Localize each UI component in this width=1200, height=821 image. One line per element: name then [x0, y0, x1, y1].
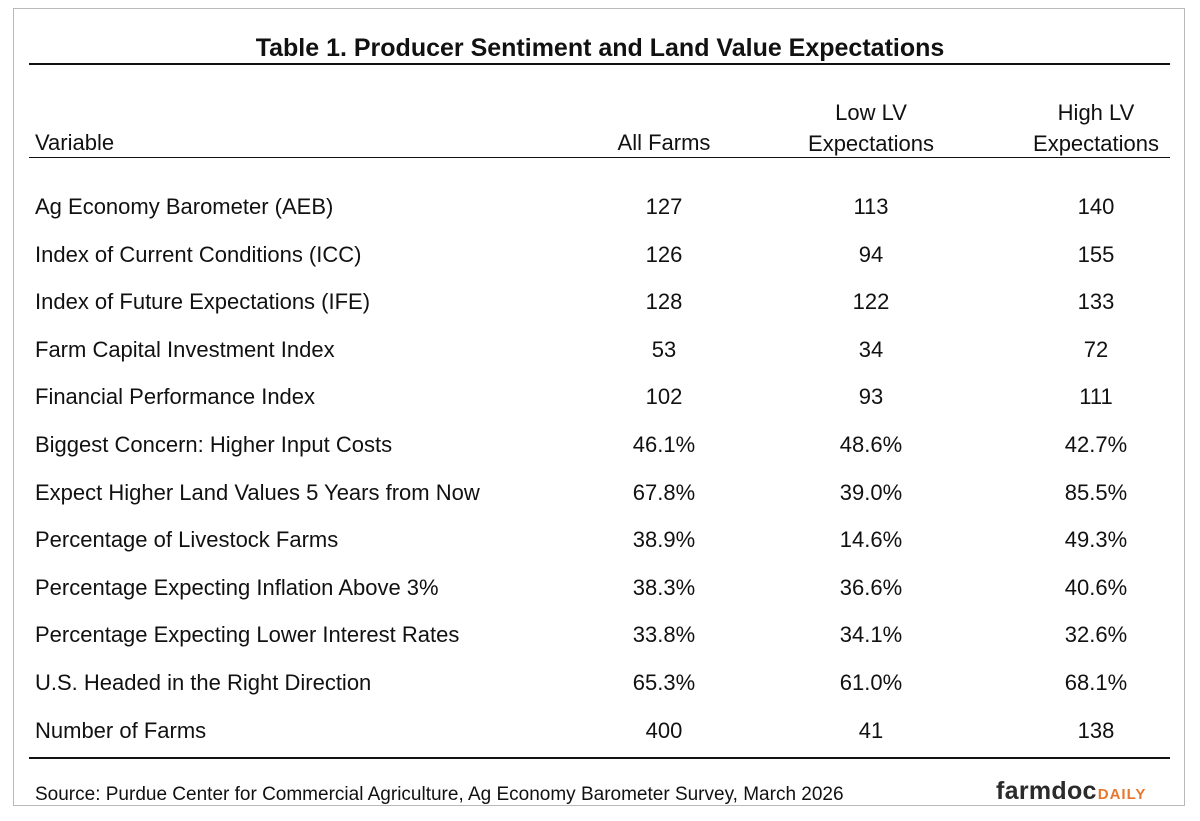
cell-low-lv: 61.0%	[839, 669, 903, 695]
header-high-lv: High LV Expectations	[976, 97, 1200, 159]
header-rule	[29, 157, 1170, 158]
table-row: Index of Future Expectations (IFE) 128 1…	[0, 278, 1200, 326]
row-label: Number of Farms	[35, 717, 207, 743]
table-row: Number of Farms 400 41 138	[0, 707, 1200, 755]
header-high-lv-line1: High LV	[1057, 100, 1135, 125]
table-row: Percentage of Livestock Farms 38.9% 14.6…	[0, 516, 1200, 564]
cell-all-farms: 127	[645, 194, 683, 219]
cell-high-lv: 85.5%	[1064, 479, 1128, 505]
table-body: Ag Economy Barometer (AEB) 127 113 140 I…	[0, 183, 1200, 754]
row-label: Biggest Concern: Higher Input Costs	[35, 431, 393, 457]
header-all-farms: All Farms	[617, 130, 711, 155]
cell-all-farms: 102	[645, 384, 683, 410]
cell-all-farms: 46.1%	[632, 431, 696, 457]
cell-high-lv: 133	[1077, 289, 1115, 315]
table-row: U.S. Headed in the Right Direction 65.3%…	[0, 659, 1200, 707]
cell-low-lv: 48.6%	[839, 431, 903, 457]
cell-low-lv: 34.1%	[839, 622, 903, 648]
header-low-lv-line1: Low LV	[835, 100, 907, 125]
top-rule	[29, 63, 1170, 65]
cell-high-lv: 68.1%	[1064, 669, 1128, 695]
cell-all-farms: 400	[645, 717, 683, 743]
cell-high-lv: 49.3%	[1064, 527, 1128, 553]
row-label: Index of Future Expectations (IFE)	[35, 289, 371, 315]
row-label: Index of Current Conditions (ICC)	[35, 241, 362, 267]
cell-low-lv: 14.6%	[839, 527, 903, 553]
logo-word: farmdoc	[996, 777, 1097, 805]
farmdoc-daily-logo: farmdocDAILY	[996, 775, 1146, 811]
table-row: Index of Current Conditions (ICC) 126 94…	[0, 231, 1200, 279]
cell-all-farms: 38.9%	[632, 527, 696, 553]
header-high-lv-line2: Expectations	[1033, 131, 1159, 156]
table-title: Table 1. Producer Sentiment and Land Val…	[255, 34, 945, 62]
cell-low-lv: 113	[853, 194, 889, 219]
table-row: Ag Economy Barometer (AEB) 127 113 140	[0, 183, 1200, 231]
source-note: Source: Purdue Center for Commercial Agr…	[35, 784, 844, 805]
row-label: Farm Capital Investment Index	[35, 336, 335, 362]
cell-low-lv: 39.0%	[839, 479, 903, 505]
cell-all-farms: 128	[645, 289, 683, 315]
cell-all-farms: 65.3%	[632, 669, 696, 695]
row-label: Ag Economy Barometer (AEB)	[35, 194, 334, 219]
cell-low-lv: 122	[852, 289, 890, 315]
cell-high-lv: 40.6%	[1064, 574, 1128, 600]
header-low-lv: Low LV Expectations	[751, 97, 991, 159]
row-label: Percentage Expecting Lower Interest Rate…	[35, 622, 460, 648]
cell-all-farms: 67.8%	[632, 479, 696, 505]
logo-suffix: DAILY	[1097, 786, 1147, 803]
cell-low-lv: 36.6%	[839, 574, 903, 600]
cell-all-farms: 53	[651, 336, 677, 362]
table-row: Percentage Expecting Lower Interest Rate…	[0, 611, 1200, 659]
table-row: Financial Performance Index 102 93 111	[0, 373, 1200, 421]
cell-high-lv: 140	[1077, 194, 1115, 219]
row-label: Percentage Expecting Inflation Above 3%	[35, 574, 439, 600]
cell-high-lv: 111	[1079, 384, 1113, 410]
table-row: Farm Capital Investment Index 53 34 72	[0, 326, 1200, 374]
cell-low-lv: 34	[858, 336, 884, 362]
row-label: Expect Higher Land Values 5 Years from N…	[35, 479, 480, 505]
cell-high-lv: 42.7%	[1064, 431, 1128, 457]
table-frame	[13, 8, 1185, 806]
table-row: Percentage Expecting Inflation Above 3% …	[0, 564, 1200, 612]
row-label: Percentage of Livestock Farms	[35, 527, 339, 553]
cell-all-farms: 126	[645, 241, 683, 267]
table-row: Biggest Concern: Higher Input Costs 46.1…	[0, 421, 1200, 469]
cell-all-farms: 38.3%	[632, 574, 696, 600]
row-label: U.S. Headed in the Right Direction	[35, 669, 372, 695]
header-low-lv-line2: Expectations	[808, 131, 934, 156]
cell-high-lv: 32.6%	[1064, 622, 1128, 648]
cell-low-lv: 94	[858, 241, 884, 267]
header-variable: Variable	[35, 130, 115, 155]
row-label: Financial Performance Index	[35, 384, 316, 410]
cell-high-lv: 155	[1077, 241, 1115, 267]
cell-low-lv: 41	[858, 717, 884, 743]
cell-high-lv: 72	[1083, 336, 1109, 362]
cell-low-lv: 93	[858, 384, 884, 410]
cell-all-farms: 33.8%	[632, 622, 696, 648]
cell-high-lv: 138	[1077, 717, 1115, 743]
table-row: Expect Higher Land Values 5 Years from N…	[0, 469, 1200, 517]
bottom-rule	[29, 757, 1170, 759]
